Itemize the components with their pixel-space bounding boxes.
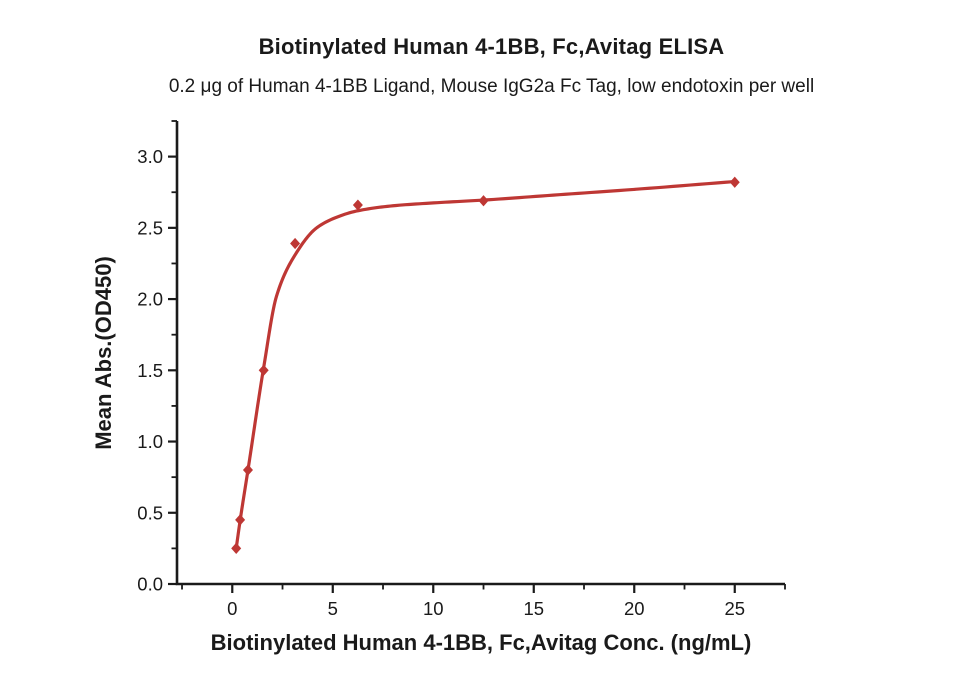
chart-subtitle: 0.2 μg of Human 4-1BB Ligand, Mouse IgG2…	[168, 76, 815, 97]
fit-curve	[234, 179, 737, 550]
y-tick-label: 2.0	[137, 289, 163, 310]
chart-title: Biotinylated Human 4-1BB, Fc,Avitag ELIS…	[258, 34, 725, 59]
x-tick-label: 10	[423, 598, 444, 619]
data-point-marker	[478, 195, 489, 207]
x-tick-label: 25	[724, 598, 745, 619]
x-tick-label: 15	[523, 598, 544, 619]
data-point-marker	[258, 364, 269, 376]
data-point-marker	[231, 542, 242, 554]
x-tick-label: 20	[624, 598, 645, 619]
x-tick-label: 0	[227, 598, 237, 619]
data-point-marker	[242, 464, 253, 476]
axis-lines	[175, 121, 785, 586]
y-tick-label: 0.5	[137, 502, 163, 523]
data-point-marker	[729, 176, 740, 188]
data-point-marker	[235, 514, 246, 526]
x-tick-label: 5	[328, 598, 338, 619]
y-tick-label: 0.0	[137, 574, 163, 595]
y-tick-label: 1.5	[137, 360, 163, 381]
x-axis-label: Biotinylated Human 4-1BB, Fc,Avitag Conc…	[210, 630, 752, 655]
data-point-marker	[290, 237, 301, 250]
data-point-marker	[352, 199, 363, 211]
y-tick-label: 1.0	[137, 431, 163, 452]
y-tick-label: 2.5	[137, 217, 163, 238]
y-tick-label: 3.0	[137, 146, 163, 167]
